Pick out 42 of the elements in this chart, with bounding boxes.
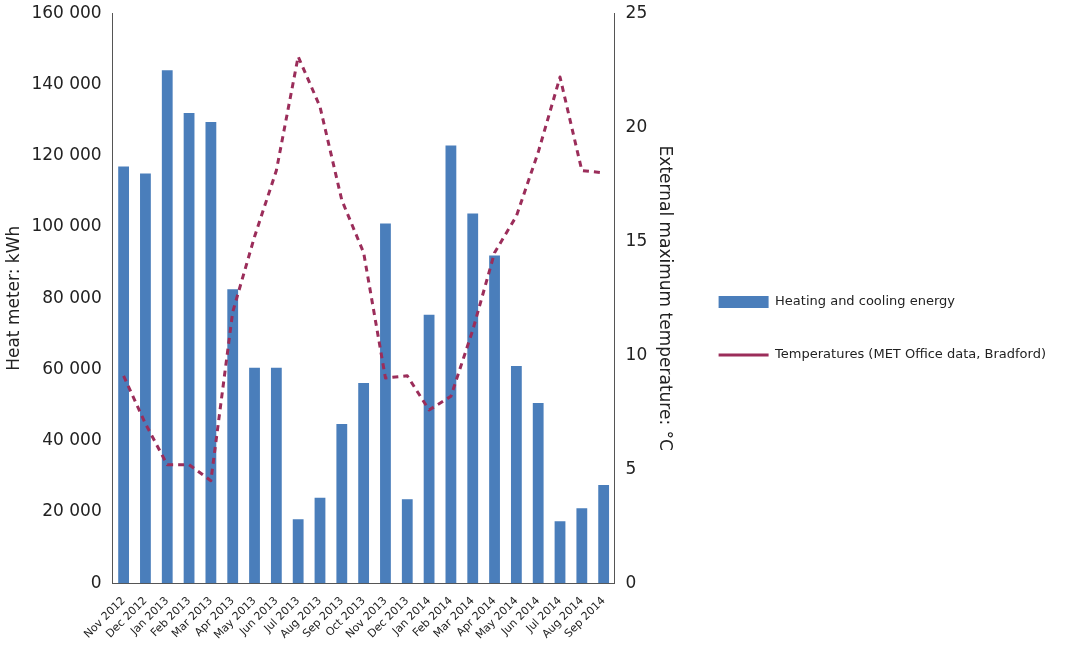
y-axis-title: Heat meter: kWh	[2, 225, 23, 371]
y2-tick-label: 15	[625, 229, 648, 250]
bar	[205, 121, 217, 584]
y-tick-label: 0	[90, 571, 102, 592]
bar	[249, 367, 260, 584]
bar	[183, 112, 195, 584]
legend-label: Temperatures (MET Office data, Bradford)	[774, 346, 1046, 362]
bar	[598, 484, 610, 584]
legend-label: Heating and cooling energy	[775, 293, 956, 309]
bar	[554, 521, 566, 584]
y-tick-label: 100 000	[31, 215, 102, 236]
y-tick-label: 120 000	[31, 144, 102, 165]
bar	[489, 255, 500, 584]
y-tick-label: 140 000	[31, 72, 102, 93]
bar	[140, 173, 151, 584]
y2-tick-label: 5	[625, 457, 637, 478]
bar	[161, 70, 173, 584]
bar	[336, 424, 348, 584]
bar	[467, 213, 479, 584]
y2-axis-title: External maximum temperature: °C	[655, 145, 676, 451]
y-tick-label: 160 000	[31, 1, 102, 22]
bar	[576, 508, 588, 584]
bar	[510, 365, 522, 584]
y2-tick-label: 0	[625, 571, 637, 592]
y2-tick-label: 10	[625, 343, 648, 364]
bar	[532, 403, 544, 584]
bar	[445, 145, 457, 584]
y-tick-label: 20 000	[42, 500, 102, 521]
bar	[118, 166, 130, 584]
bar	[314, 497, 326, 584]
y2-tick-label: 25	[625, 1, 648, 22]
bar	[401, 499, 413, 584]
y-tick-label: 40 000	[42, 429, 102, 450]
bar	[423, 314, 435, 584]
y-tick-label: 60 000	[42, 357, 102, 378]
bar	[380, 223, 391, 584]
y-tick-label: 80 000	[42, 286, 102, 307]
bar	[292, 519, 304, 584]
bar	[358, 383, 370, 584]
bar	[227, 289, 239, 584]
y2-tick-label: 20	[625, 115, 648, 136]
bar	[270, 367, 282, 584]
